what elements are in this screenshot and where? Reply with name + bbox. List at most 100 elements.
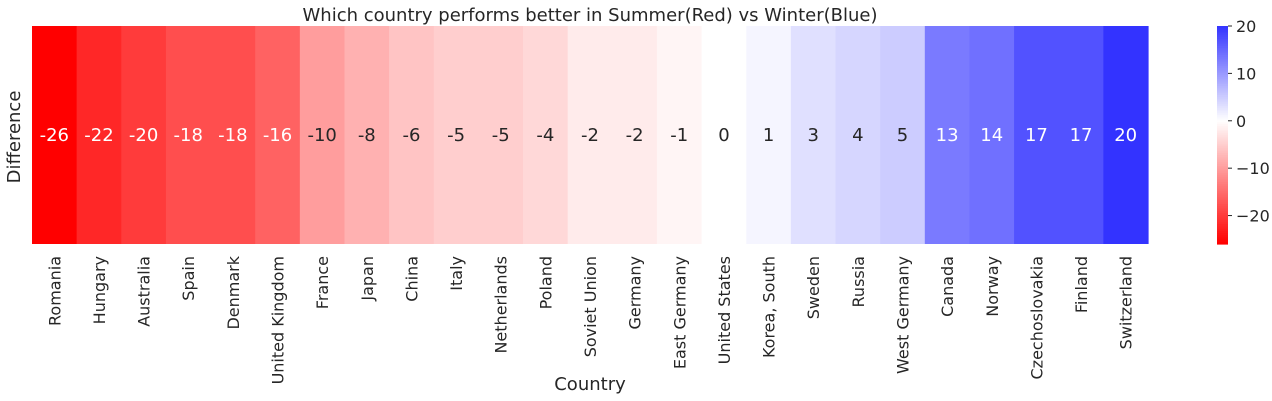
colorbar-segment [1217, 220, 1228, 223]
x-tick-label: Soviet Union [581, 256, 600, 357]
heatmap-cell [567, 26, 613, 244]
heatmap-cell [389, 26, 435, 244]
heatmap-cell [299, 26, 346, 244]
x-tick-label: Russia [849, 256, 868, 307]
x-tick-label: Australia [135, 256, 154, 327]
colorbar-segment [1217, 231, 1228, 234]
colorbar-segment [1217, 29, 1228, 33]
colorbar-segment [1217, 214, 1228, 218]
colorbar-segment [1217, 33, 1228, 36]
colorbar-segment [1217, 78, 1228, 82]
colorbar-segment [1217, 87, 1228, 91]
colorbar-segment [1217, 122, 1228, 125]
x-tick-label: Poland [536, 256, 555, 309]
colorbar-segment [1217, 104, 1228, 107]
heatmap-cell [523, 26, 569, 244]
chart-title: Which country performs better in Summer(… [302, 5, 877, 26]
y-axis-label: Difference [4, 91, 25, 184]
colorbar-segment [1217, 105, 1228, 109]
colorbar-tick-label: −20 [1236, 207, 1270, 226]
colorbar-segment [1217, 153, 1228, 156]
heatmap-cell [478, 26, 524, 244]
colorbar-segment [1217, 151, 1228, 154]
colorbar-segment [1217, 58, 1228, 62]
colorbar-segment [1217, 131, 1228, 134]
colorbar-segment [1217, 227, 1228, 231]
colorbar-segment [1217, 149, 1228, 152]
colorbar-segment [1217, 144, 1228, 147]
heatmap-cell [701, 26, 747, 244]
colorbar-segment [1217, 96, 1228, 100]
colorbar-segment [1217, 205, 1228, 209]
colorbar-segment [1217, 115, 1228, 118]
heatmap-cell [32, 26, 78, 244]
heatmap-cell [165, 26, 212, 244]
colorbar-segment [1217, 189, 1228, 192]
colorbar-segment [1217, 180, 1228, 183]
colorbar-segment [1217, 207, 1228, 211]
heatmap-cell [344, 26, 390, 244]
heatmap-cell [1058, 26, 1104, 244]
cell-value-label: 20 [1114, 125, 1137, 146]
cell-value-label: 0 [718, 125, 729, 146]
cell-value-label: -8 [358, 125, 376, 146]
colorbar-segment [1217, 233, 1228, 236]
colorbar-segment [1217, 193, 1228, 196]
colorbar-segment [1217, 35, 1228, 38]
colorbar-segment [1217, 194, 1228, 198]
colorbar-segment [1217, 69, 1228, 73]
colorbar-segment [1217, 224, 1228, 227]
colorbar-segment [1217, 55, 1228, 58]
colorbar-segment [1217, 120, 1228, 123]
colorbar-segment [1217, 82, 1228, 85]
colorbar-segment [1217, 171, 1228, 174]
x-tick-label: United Kingdom [269, 256, 288, 384]
colorbar-segment [1217, 198, 1228, 201]
colorbar-segment [1217, 200, 1228, 203]
x-tick-label: Romania [45, 256, 64, 326]
colorbar-segment [1217, 45, 1228, 49]
heatmap-cell [1014, 26, 1060, 244]
heatmap-cell [790, 26, 837, 244]
heatmap-cell [746, 26, 792, 244]
cell-value-label: -5 [492, 125, 510, 146]
x-tick-label: West Germany [893, 256, 912, 374]
colorbar-segment [1217, 102, 1228, 105]
x-tick-label: Denmark [224, 255, 243, 329]
x-tick-label: Norway [983, 256, 1002, 317]
cell-value-label: -6 [402, 125, 420, 146]
colorbar-segment [1217, 162, 1228, 165]
colorbar-segment [1217, 209, 1228, 212]
colorbar-segment [1217, 222, 1228, 225]
colorbar-segment [1217, 236, 1228, 240]
colorbar-segment [1217, 187, 1228, 191]
colorbar-segment [1217, 216, 1228, 220]
heatmap-cell [210, 26, 256, 244]
x-tick-label: Finland [1072, 256, 1091, 313]
colorbar-segment [1217, 95, 1228, 98]
colorbar-segment [1217, 109, 1228, 112]
x-tick-labels: Romania Hungary Australia Spain Denmark Unite… [45, 255, 1135, 384]
colorbar-segment [1217, 100, 1228, 103]
colorbar-segment [1217, 178, 1228, 182]
colorbar: −20 −10 0 10 20 [1217, 17, 1270, 245]
colorbar-segment [1217, 174, 1228, 178]
colorbar-segment [1217, 196, 1228, 200]
heatmap-cell [1103, 26, 1149, 244]
heatmap-cell [656, 26, 703, 244]
cell-value-label: 1 [763, 125, 774, 146]
colorbar-segment [1217, 91, 1228, 94]
x-axis-label: Country [554, 374, 626, 395]
cell-value-label: 14 [980, 125, 1003, 146]
cell-value-label: -4 [536, 125, 554, 146]
colorbar-segment [1217, 40, 1228, 43]
colorbar-segment [1217, 169, 1228, 172]
colorbar-segment [1217, 140, 1228, 143]
heatmap-cell [433, 26, 479, 244]
colorbar-segment [1217, 202, 1228, 205]
x-tick-label: Germany [626, 256, 645, 330]
x-tick-label: Czechoslovakia [1027, 256, 1046, 380]
x-tick-label: Canada [938, 256, 957, 317]
colorbar-segment [1217, 165, 1228, 169]
colorbar-tick-label: −10 [1236, 159, 1270, 178]
